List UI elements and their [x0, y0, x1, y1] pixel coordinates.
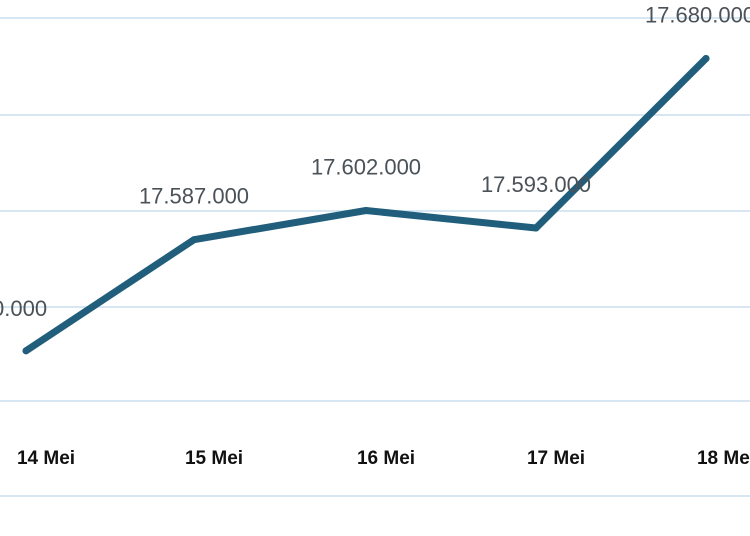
data-label-3: 17.602.000	[311, 155, 421, 180]
data-label-5: 17.680.000	[645, 3, 750, 28]
data-point-3	[362, 207, 370, 214]
x-tick-label-3: 16 Mei	[357, 448, 415, 469]
data-label-2: 17.587.000	[139, 184, 249, 209]
data-point-4	[532, 224, 540, 232]
data-point-2	[190, 236, 198, 244]
data-label-1: 17.530.000	[0, 296, 47, 321]
x-tick-label-5: 18 Mei	[697, 448, 750, 469]
data-point-5	[702, 55, 710, 62]
data-point-1	[22, 347, 30, 355]
gridlines	[0, 17, 750, 497]
data-label-4: 17.593.000	[481, 172, 591, 197]
x-tick-label-1: 14 Mei	[17, 448, 75, 469]
x-tick-label-4: 17 Mei	[527, 448, 585, 469]
x-tick-label-2: 15 Mei	[185, 448, 243, 469]
